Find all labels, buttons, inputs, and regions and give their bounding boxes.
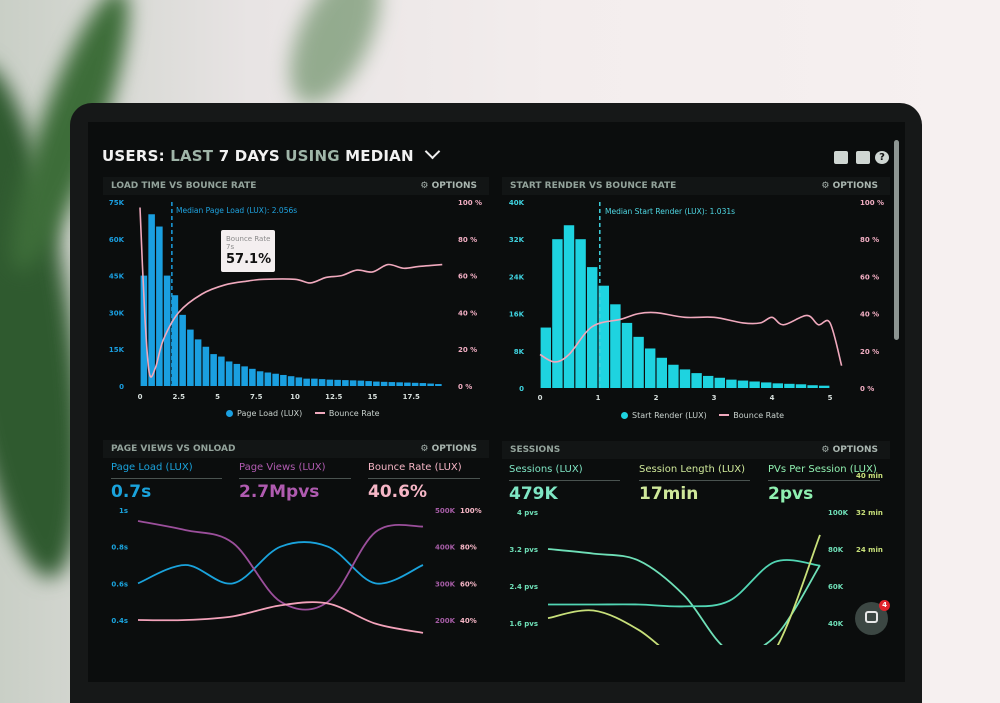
options-button[interactable]: OPTIONS	[821, 177, 878, 195]
stat-value: 479K	[509, 484, 558, 504]
title-users: USERS:	[102, 147, 165, 165]
stat-label: PVs Per Session (LUX)	[768, 464, 877, 475]
title-range: 7 DAYS	[218, 147, 280, 165]
chart-legend: Page Load (LUX) Bounce Rate	[226, 409, 380, 418]
legend-label[interactable]: Bounce Rate	[733, 411, 785, 420]
options-button[interactable]: OPTIONS	[821, 441, 878, 459]
panel-title: START RENDER VS BOUNCE RATE	[510, 181, 677, 191]
stat-label: Session Length (LUX)	[639, 464, 746, 475]
scrollbar[interactable]	[894, 140, 899, 340]
legend-label[interactable]: Start Render (LUX)	[632, 411, 707, 420]
stat-label: Page Load (LUX)	[111, 462, 193, 473]
panel-title: SESSIONS	[510, 445, 561, 455]
title-metric: MEDIAN	[345, 147, 414, 165]
median-label: Median Start Render (LUX): 1.031s	[605, 207, 736, 216]
stat-value: 17min	[639, 484, 699, 504]
options-button[interactable]: OPTIONS	[420, 440, 477, 458]
stat-divider	[509, 480, 620, 481]
panel-header-start-render: START RENDER VS BOUNCE RATE OPTIONS	[502, 177, 890, 195]
monitor-icon[interactable]	[834, 151, 848, 164]
legend-label[interactable]: Bounce Rate	[328, 409, 380, 418]
tooltip-sub: 7s	[226, 243, 235, 251]
legend-line	[719, 414, 730, 416]
stat-divider	[239, 478, 351, 479]
stat-label: Page Views (LUX)	[239, 462, 326, 473]
bounce-rate-tooltip: Bounce Rate 7s 57.1%	[221, 230, 275, 272]
stat-label: Sessions (LUX)	[509, 464, 583, 475]
panel-title: PAGE VIEWS VS ONLOAD	[111, 444, 236, 454]
help-icon[interactable]: ?	[875, 151, 889, 164]
stat-value: 2.7Mpvs	[239, 482, 320, 502]
title-last: LAST	[170, 147, 214, 165]
stat-label: Bounce Rate (LUX)	[368, 462, 462, 473]
chevron-down-icon[interactable]	[424, 143, 441, 160]
stat-divider	[768, 480, 880, 481]
legend-dot	[226, 410, 233, 417]
legend-line	[314, 412, 325, 414]
stat-divider	[111, 478, 222, 479]
tooltip-label: Bounce Rate	[226, 235, 271, 243]
stat-value: 0.7s	[111, 482, 152, 502]
legend-label[interactable]: Page Load (LUX)	[237, 409, 303, 418]
legend-dot	[621, 412, 628, 419]
chat-icon	[865, 611, 878, 623]
page-title[interactable]: USERS: LAST 7 DAYS USING MEDIAN	[102, 143, 441, 165]
notification-badge: 4	[879, 600, 890, 611]
stat-value: 40.6%	[368, 482, 427, 502]
stat-divider	[368, 478, 480, 479]
panel-title: LOAD TIME VS BOUNCE RATE	[111, 181, 257, 191]
median-label: Median Page Load (LUX): 2.056s	[176, 206, 298, 215]
options-button[interactable]: OPTIONS	[420, 177, 477, 195]
title-using: USING	[285, 147, 340, 165]
plant-leaf	[271, 0, 399, 118]
panel-header-page-views: PAGE VIEWS VS ONLOAD OPTIONS	[103, 440, 489, 458]
stat-value: 2pvs	[768, 484, 814, 504]
share-icon[interactable]	[856, 151, 870, 164]
tooltip-value: 57.1%	[226, 252, 272, 267]
stat-divider	[639, 480, 750, 481]
panel-header-load-time: LOAD TIME VS BOUNCE RATE OPTIONS	[103, 177, 489, 195]
panel-header-sessions: SESSIONS OPTIONS	[502, 441, 890, 459]
chart-legend: Start Render (LUX) Bounce Rate	[621, 411, 784, 420]
